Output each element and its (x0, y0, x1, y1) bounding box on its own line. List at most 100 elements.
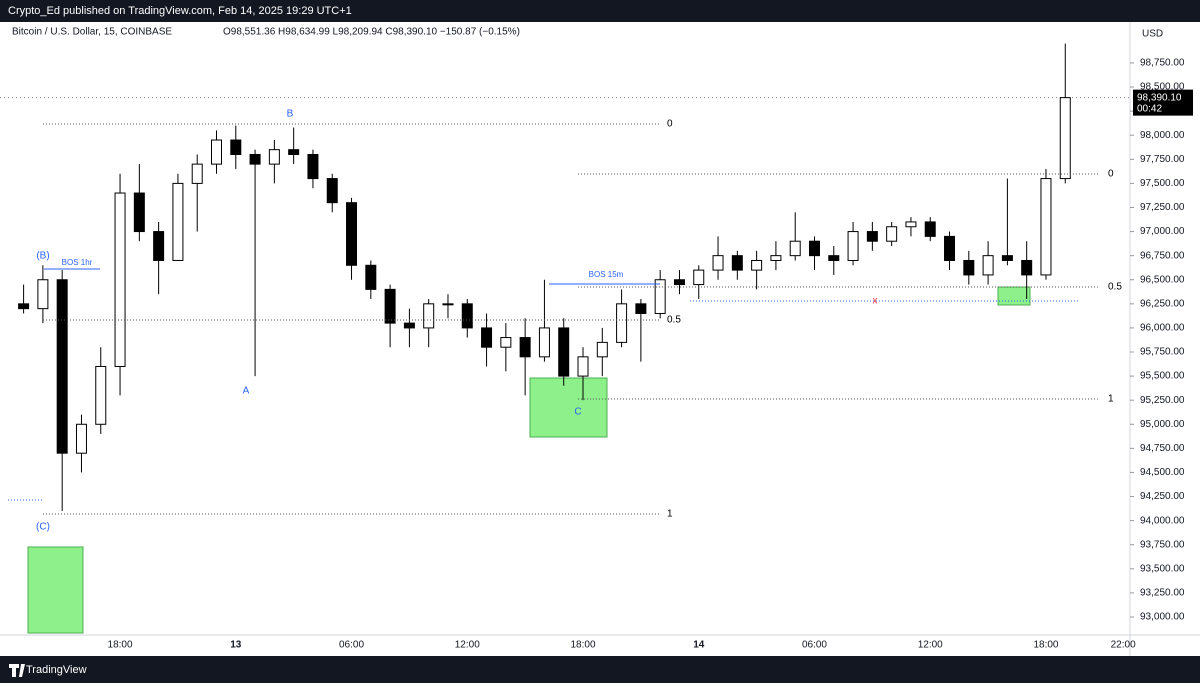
candle-body (519, 337, 531, 358)
wave-label: A (243, 386, 250, 397)
candle-body (307, 153, 319, 180)
candle-body (211, 139, 222, 165)
candle-body (249, 153, 261, 165)
candle-body (423, 303, 435, 329)
x-tick-label: 14 (693, 640, 705, 651)
candle-body (500, 337, 512, 348)
candle-body (982, 255, 994, 276)
candle-body (693, 269, 705, 286)
candle-body (886, 226, 898, 242)
y-tick-label: 97,500.00 (1140, 178, 1185, 189)
candle-body (230, 139, 242, 155)
candle-body (808, 240, 820, 257)
countdown-label: 00:42 (1137, 103, 1162, 114)
candle-body (538, 327, 550, 358)
y-tick-label: 97,250.00 (1140, 202, 1185, 213)
candle-body (18, 303, 30, 310)
candle-body (654, 279, 666, 314)
x-tick-label: 12:00 (455, 640, 480, 651)
last-price-label: 98,390.10 (1137, 92, 1182, 103)
candle-body (288, 149, 300, 155)
fib-label: 1 (1108, 394, 1114, 405)
y-tick-label: 94,750.00 (1140, 443, 1185, 454)
candle-body (905, 221, 917, 228)
candle-body (1021, 259, 1033, 276)
x-tick-label: 18:00 (570, 640, 595, 651)
y-tick-label: 98,750.00 (1140, 58, 1185, 69)
drawings: 0 0.5 1 0 0.5 1 (B) (C) A B C BOS 1hr BO… (8, 109, 1122, 533)
candle-body (1040, 178, 1052, 276)
candle-body (789, 240, 801, 257)
wave-label: (C) (36, 522, 50, 533)
candle-body (346, 202, 358, 266)
bos-label: BOS 1hr (62, 258, 93, 267)
ohlc-text: O98,551.36 H98,634.99 L98,209.94 C98,390… (223, 27, 520, 38)
y-tick-label: 96,250.00 (1140, 298, 1185, 309)
candle-body (847, 231, 859, 261)
candle-body (75, 423, 87, 454)
candle-body (577, 356, 589, 377)
y-tick-label: 98,500.00 (1140, 82, 1185, 93)
x-tick-label: 06:00 (802, 640, 827, 651)
candle-body (616, 303, 628, 343)
candle-body (461, 303, 473, 329)
candle-body (403, 322, 415, 329)
candle-body (191, 163, 203, 184)
y-tick-label: 95,750.00 (1140, 347, 1185, 358)
x-tick-label: 13 (230, 640, 242, 651)
y-tick-label: 93,000.00 (1140, 612, 1185, 623)
target-zone (997, 286, 1031, 306)
y-tick-label: 98,000.00 (1140, 130, 1185, 141)
wave-label: (B) (36, 251, 49, 262)
candle-body (944, 235, 956, 261)
candle-body (673, 279, 685, 286)
fib-label: 0.5 (1108, 282, 1122, 293)
currency-label: USD (1142, 29, 1163, 40)
y-tick-label: 93,750.00 (1140, 539, 1185, 550)
logo-icon (9, 664, 25, 677)
candle-body (924, 221, 936, 237)
y-tick-label: 95,500.00 (1140, 371, 1185, 382)
fib-label: 0 (1108, 169, 1114, 180)
fib-label: 1 (667, 509, 673, 520)
footer-logo-text: TradingView (26, 664, 87, 676)
candle-body (172, 182, 184, 261)
bos-label: BOS 15m (589, 270, 624, 279)
last-price-box (1133, 89, 1193, 116)
y-tick-label: 97,750.00 (1140, 154, 1185, 165)
y-tick-label: 97,000.00 (1140, 226, 1185, 237)
y-tick-label: 96,500.00 (1140, 274, 1185, 285)
candle-body (558, 327, 570, 377)
candle-body (442, 303, 454, 306)
candle-body (963, 259, 975, 276)
x-tick-label: 06:00 (339, 640, 364, 651)
candle-body (770, 255, 782, 261)
candle-body (866, 231, 878, 242)
y-tick-label: 94,500.00 (1140, 467, 1185, 478)
candle-body (268, 149, 280, 165)
candle-body (1001, 255, 1013, 261)
x-tick-label: 18:00 (108, 640, 133, 651)
candle-body (95, 365, 107, 425)
target-zone (529, 377, 608, 438)
fib-label: 0 (667, 119, 673, 130)
candle-body (37, 279, 49, 310)
candle-body (326, 178, 338, 204)
y-tick-label: 95,000.00 (1140, 419, 1185, 430)
x-tick-label: 22:00 (1111, 640, 1136, 651)
candle-body (114, 192, 126, 367)
symbol-text: Bitcoin / U.S. Dollar, 15, COINBASE (12, 27, 172, 38)
y-tick-label: 94,250.00 (1140, 491, 1185, 502)
candle-body (635, 303, 647, 314)
candle-body (751, 259, 763, 271)
wave-label: C (574, 407, 581, 418)
footer-bar (0, 656, 1200, 683)
candle-body (153, 231, 165, 261)
invalidation-label: x (873, 296, 878, 307)
y-tick-label: 93,500.00 (1140, 563, 1185, 574)
candle-body (384, 288, 396, 324)
candle-body (712, 255, 724, 271)
y-tick-label: 96,000.00 (1140, 323, 1185, 334)
candle-body (481, 327, 493, 348)
